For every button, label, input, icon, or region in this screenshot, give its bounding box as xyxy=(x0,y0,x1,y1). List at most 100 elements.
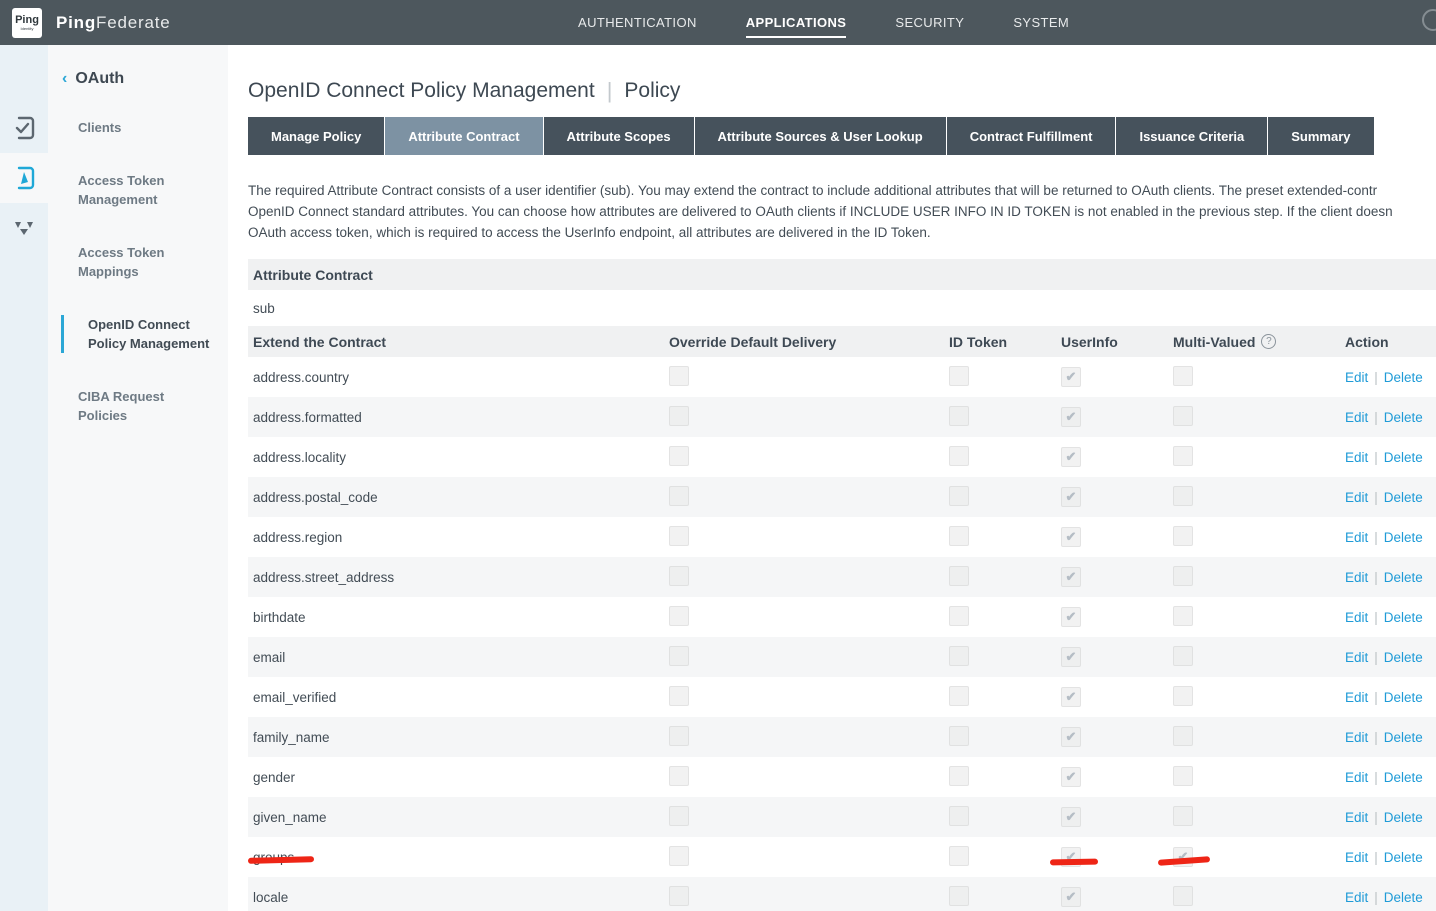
id-token-checkbox[interactable] xyxy=(949,405,969,426)
search-icon[interactable] xyxy=(1422,9,1436,31)
edit-link[interactable]: Edit xyxy=(1345,449,1369,465)
override-default-delivery-checkbox[interactable] xyxy=(669,765,689,786)
userinfo-checkbox[interactable] xyxy=(1061,807,1081,827)
userinfo-checkbox[interactable] xyxy=(1061,407,1081,427)
sidebar-item-clients[interactable]: Clients xyxy=(78,120,122,135)
delete-link[interactable]: Delete xyxy=(1383,369,1423,385)
tab-manage-policy[interactable]: Manage Policy xyxy=(248,117,385,155)
delete-link[interactable]: Delete xyxy=(1383,409,1423,425)
delete-link[interactable]: Delete xyxy=(1383,569,1423,585)
sidebar-item-access-token-management[interactable]: Access Token Management xyxy=(78,173,165,207)
override-default-delivery-checkbox[interactable] xyxy=(669,365,689,386)
edit-link[interactable]: Edit xyxy=(1345,649,1369,665)
multi-valued-checkbox[interactable] xyxy=(1173,565,1193,586)
override-default-delivery-checkbox[interactable] xyxy=(669,805,689,826)
override-default-delivery-checkbox[interactable] xyxy=(669,645,689,666)
override-default-delivery-checkbox[interactable] xyxy=(669,405,689,426)
edit-link[interactable]: Edit xyxy=(1345,769,1369,785)
userinfo-checkbox[interactable] xyxy=(1061,447,1081,467)
multi-valued-checkbox[interactable] xyxy=(1173,605,1193,626)
tab-attribute-contract[interactable]: Attribute Contract xyxy=(385,117,543,155)
delete-link[interactable]: Delete xyxy=(1383,849,1423,865)
multi-valued-checkbox[interactable] xyxy=(1173,885,1193,906)
override-default-delivery-checkbox[interactable] xyxy=(669,565,689,586)
multi-valued-checkbox[interactable] xyxy=(1173,685,1193,706)
id-token-checkbox[interactable] xyxy=(949,805,969,826)
top-nav-applications[interactable]: APPLICATIONS xyxy=(745,11,847,38)
id-token-checkbox[interactable] xyxy=(949,485,969,506)
delete-link[interactable]: Delete xyxy=(1383,649,1423,665)
rail-item-applications[interactable] xyxy=(0,153,48,203)
edit-link[interactable]: Edit xyxy=(1345,489,1369,505)
override-default-delivery-checkbox[interactable] xyxy=(669,605,689,626)
override-default-delivery-checkbox[interactable] xyxy=(669,885,689,906)
multi-valued-checkbox[interactable] xyxy=(1173,725,1193,746)
edit-link[interactable]: Edit xyxy=(1345,689,1369,705)
delete-link[interactable]: Delete xyxy=(1383,489,1423,505)
tab-issuance-criteria[interactable]: Issuance Criteria xyxy=(1116,117,1268,155)
edit-link[interactable]: Edit xyxy=(1345,369,1369,385)
id-token-checkbox[interactable] xyxy=(949,605,969,626)
multi-valued-checkbox[interactable] xyxy=(1173,765,1193,786)
delete-link[interactable]: Delete xyxy=(1383,769,1423,785)
id-token-checkbox[interactable] xyxy=(949,445,969,466)
override-default-delivery-checkbox[interactable] xyxy=(669,725,689,746)
id-token-checkbox[interactable] xyxy=(949,365,969,386)
userinfo-checkbox[interactable] xyxy=(1061,887,1081,907)
multi-valued-checkbox[interactable] xyxy=(1173,805,1193,826)
top-nav-authentication[interactable]: AUTHENTICATION xyxy=(578,15,697,30)
multi-valued-checkbox[interactable] xyxy=(1173,525,1193,546)
tab-contract-fulfillment[interactable]: Contract Fulfillment xyxy=(946,117,1116,155)
multi-valued-checkbox[interactable] xyxy=(1173,365,1193,386)
id-token-checkbox[interactable] xyxy=(949,885,969,906)
multi-valued-checkbox[interactable] xyxy=(1173,445,1193,466)
multi-valued-checkbox[interactable] xyxy=(1173,645,1193,666)
edit-link[interactable]: Edit xyxy=(1345,529,1369,545)
edit-link[interactable]: Edit xyxy=(1345,409,1369,425)
userinfo-checkbox[interactable] xyxy=(1061,367,1081,387)
sidebar-item-openid-connect-policy-management[interactable]: OpenID Connect Policy Management xyxy=(61,315,228,353)
sidebar-item-access-token-mappings[interactable]: Access Token Mappings xyxy=(78,245,165,279)
id-token-checkbox[interactable] xyxy=(949,525,969,546)
sidebar-back-oauth[interactable]: ‹ OAuth xyxy=(62,70,228,88)
multi-valued-checkbox[interactable] xyxy=(1173,847,1193,867)
edit-link[interactable]: Edit xyxy=(1345,609,1369,625)
edit-link[interactable]: Edit xyxy=(1345,809,1369,825)
id-token-checkbox[interactable] xyxy=(949,685,969,706)
multi-valued-checkbox[interactable] xyxy=(1173,405,1193,426)
rail-item-authentication[interactable] xyxy=(0,103,48,153)
delete-link[interactable]: Delete xyxy=(1383,729,1423,745)
override-default-delivery-checkbox[interactable] xyxy=(669,485,689,506)
id-token-checkbox[interactable] xyxy=(949,725,969,746)
tab-attribute-scopes[interactable]: Attribute Scopes xyxy=(543,117,694,155)
userinfo-checkbox[interactable] xyxy=(1061,647,1081,667)
userinfo-checkbox[interactable] xyxy=(1061,847,1081,867)
delete-link[interactable]: Delete xyxy=(1383,529,1423,545)
edit-link[interactable]: Edit xyxy=(1345,569,1369,585)
top-nav-system[interactable]: SYSTEM xyxy=(1013,15,1070,30)
override-default-delivery-checkbox[interactable] xyxy=(669,525,689,546)
edit-link[interactable]: Edit xyxy=(1345,889,1369,905)
id-token-checkbox[interactable] xyxy=(949,645,969,666)
override-default-delivery-checkbox[interactable] xyxy=(669,445,689,466)
override-default-delivery-checkbox[interactable] xyxy=(669,845,689,866)
edit-link[interactable]: Edit xyxy=(1345,729,1369,745)
userinfo-checkbox[interactable] xyxy=(1061,567,1081,587)
sidebar-item-ciba-request-policies[interactable]: CIBA Request Policies xyxy=(78,389,165,423)
userinfo-checkbox[interactable] xyxy=(1061,527,1081,547)
userinfo-checkbox[interactable] xyxy=(1061,727,1081,747)
rail-item-security[interactable] xyxy=(0,203,48,253)
delete-link[interactable]: Delete xyxy=(1383,609,1423,625)
delete-link[interactable]: Delete xyxy=(1383,449,1423,465)
tab-summary[interactable]: Summary xyxy=(1268,117,1374,155)
tab-attribute-sources-user-lookup[interactable]: Attribute Sources & User Lookup xyxy=(694,117,946,155)
delete-link[interactable]: Delete xyxy=(1383,809,1423,825)
delete-link[interactable]: Delete xyxy=(1383,889,1423,905)
multi-valued-checkbox[interactable] xyxy=(1173,485,1193,506)
top-nav-security[interactable]: SECURITY xyxy=(895,15,965,30)
id-token-checkbox[interactable] xyxy=(949,765,969,786)
delete-link[interactable]: Delete xyxy=(1383,689,1423,705)
id-token-checkbox[interactable] xyxy=(949,565,969,586)
userinfo-checkbox[interactable] xyxy=(1061,487,1081,507)
override-default-delivery-checkbox[interactable] xyxy=(669,685,689,706)
